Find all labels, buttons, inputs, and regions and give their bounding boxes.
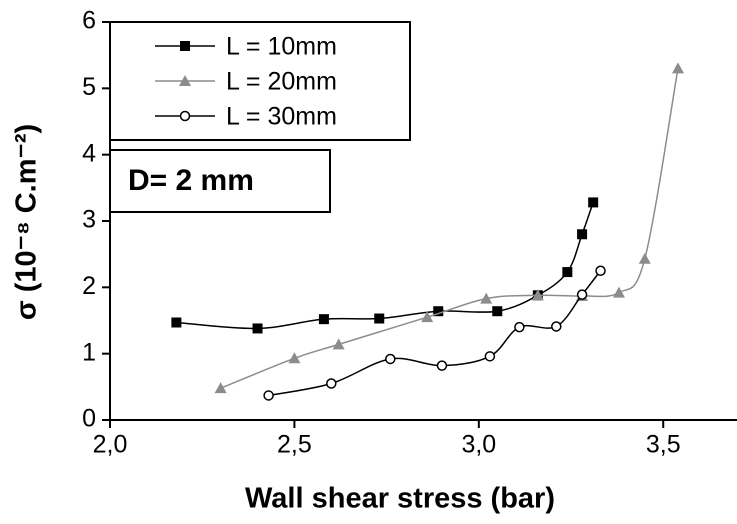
y-tick-label: 5 <box>82 73 96 101</box>
marker <box>421 311 434 323</box>
annotation-box <box>109 149 331 213</box>
legend-label: L = 10mm <box>226 33 337 61</box>
legend-label: L = 20mm <box>226 68 337 96</box>
marker <box>577 229 588 240</box>
marker <box>263 390 274 401</box>
marker <box>433 306 444 317</box>
series-line <box>268 270 602 397</box>
y-tick-label: 4 <box>82 139 96 167</box>
y-tick-label: 3 <box>82 206 96 234</box>
y-axis-label: σ (10⁻⁸ C.m⁻²) <box>11 124 43 320</box>
legend-marker <box>179 110 191 122</box>
marker <box>171 317 182 328</box>
annotation: D= 2 mm <box>128 164 254 197</box>
marker <box>326 378 337 389</box>
marker <box>318 314 329 325</box>
y-tick-label: 0 <box>82 405 96 433</box>
marker <box>492 306 503 317</box>
marker <box>214 382 227 394</box>
y-tick-label: 2 <box>82 272 96 300</box>
marker <box>480 292 493 304</box>
marker <box>576 289 588 300</box>
y-tick-label: 1 <box>82 338 96 366</box>
marker <box>671 62 684 74</box>
series-line <box>176 202 594 330</box>
marker <box>252 323 263 334</box>
x-tick-label: 2,0 <box>93 431 128 459</box>
legend-marker <box>180 41 190 51</box>
marker <box>562 267 573 278</box>
marker <box>595 265 606 276</box>
marker <box>288 352 301 364</box>
marker <box>436 360 448 371</box>
marker <box>514 321 525 333</box>
marker <box>638 252 651 264</box>
x-tick-label: 2,5 <box>277 431 312 459</box>
x-tick-label: 3,0 <box>461 431 496 459</box>
legend-marker <box>179 75 191 86</box>
marker <box>588 197 599 208</box>
x-axis-label: Wall shear stress (bar) <box>245 483 555 515</box>
marker <box>551 321 562 332</box>
marker <box>385 353 396 365</box>
y-tick-label: 6 <box>82 7 96 35</box>
marker <box>531 289 544 301</box>
legend-label: L = 30mm <box>226 103 337 131</box>
marker <box>612 286 625 298</box>
marker <box>484 351 496 362</box>
x-tick-label: 3,5 <box>646 431 681 459</box>
marker <box>332 338 345 350</box>
marker <box>374 313 385 324</box>
